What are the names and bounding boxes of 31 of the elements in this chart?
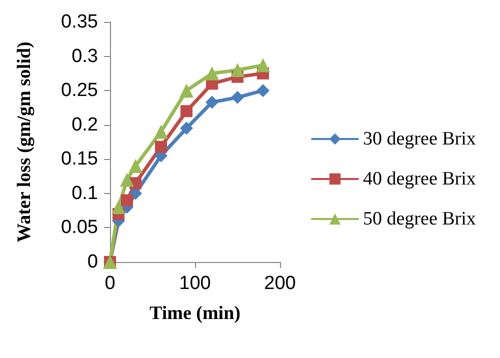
legend-label: 50 degree Brix xyxy=(363,208,476,230)
y-tick-label: 0.25 xyxy=(61,80,98,102)
point xyxy=(206,96,218,109)
point xyxy=(120,172,134,187)
point xyxy=(180,122,193,135)
point xyxy=(180,105,192,118)
x-axis-title: Time (min) xyxy=(150,303,240,324)
point xyxy=(154,124,168,139)
x-tick-label: 100 xyxy=(179,273,211,294)
y-tick-label: 0.15 xyxy=(61,148,98,170)
point xyxy=(128,159,142,173)
point xyxy=(180,84,194,98)
y-tick-label: 0.3 xyxy=(72,46,98,67)
y-axis-title: Water loss (gm/gm solid) xyxy=(14,42,35,242)
x-tick-label: 0 xyxy=(104,273,116,294)
y-tick-label: 0.05 xyxy=(61,217,98,238)
y-tick-label: 0.1 xyxy=(72,182,98,204)
point xyxy=(256,58,270,72)
point xyxy=(121,194,133,206)
legend-label: 40 degree Brix xyxy=(363,168,476,190)
point xyxy=(231,90,244,104)
point xyxy=(205,66,219,80)
point xyxy=(230,63,244,77)
point xyxy=(112,200,126,214)
point xyxy=(155,140,167,153)
y-tick-label: 0 xyxy=(87,252,98,272)
point xyxy=(256,84,270,98)
x-tick-label: 200 xyxy=(264,273,296,294)
y-tick-label: 0.2 xyxy=(72,114,98,136)
y-tick-label: 0.35 xyxy=(61,12,98,32)
legend-label: 30 degree Brix xyxy=(363,128,476,150)
